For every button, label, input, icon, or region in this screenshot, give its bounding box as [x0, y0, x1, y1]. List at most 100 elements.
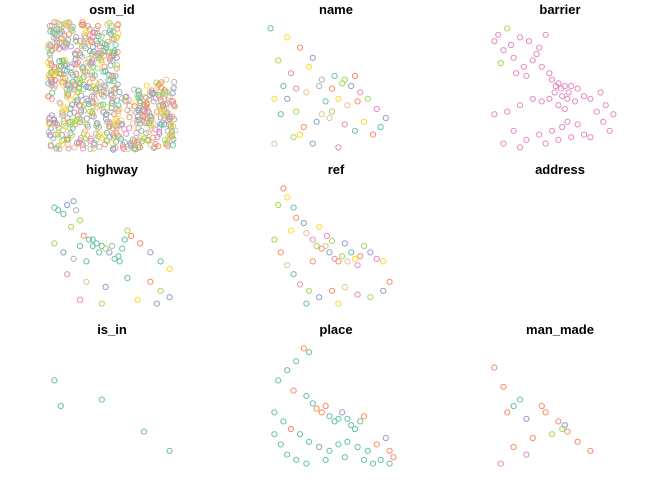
panel-ref: ref [271, 162, 393, 307]
point [574, 121, 581, 128]
point [538, 98, 545, 105]
point [303, 300, 310, 307]
point [360, 413, 368, 420]
point [305, 438, 313, 445]
point [344, 102, 351, 109]
point [557, 85, 565, 92]
point [79, 19, 86, 26]
point [58, 28, 65, 35]
point [54, 19, 61, 26]
point [296, 281, 304, 288]
point [63, 93, 70, 100]
point [377, 456, 384, 463]
point [309, 400, 316, 407]
point [92, 98, 99, 105]
point [491, 364, 498, 371]
point [46, 62, 53, 69]
point [69, 132, 76, 139]
point [106, 122, 113, 130]
point [500, 383, 507, 390]
point [73, 34, 80, 41]
point [108, 92, 115, 99]
point [561, 422, 568, 429]
point [296, 44, 304, 51]
point [81, 101, 88, 108]
point [65, 141, 72, 148]
point [316, 443, 323, 451]
point [67, 223, 75, 230]
point [555, 418, 562, 425]
point [140, 136, 147, 143]
point [111, 255, 118, 262]
point [335, 415, 342, 422]
point [116, 89, 123, 96]
point [161, 110, 169, 117]
point [87, 145, 94, 153]
point [290, 134, 297, 141]
point [339, 409, 346, 416]
point [510, 402, 517, 410]
point [161, 95, 168, 102]
point [150, 134, 157, 141]
point [78, 53, 86, 60]
point [335, 441, 342, 448]
point [293, 214, 300, 221]
point [46, 40, 54, 47]
point [548, 127, 556, 134]
point [380, 258, 387, 265]
point [54, 130, 61, 137]
point [118, 121, 125, 129]
point [73, 207, 80, 214]
point [580, 131, 588, 138]
point [322, 98, 329, 105]
point [322, 242, 329, 250]
point [542, 31, 549, 38]
point [163, 102, 170, 109]
point [166, 447, 173, 454]
point [275, 377, 282, 384]
point [67, 130, 74, 137]
point [523, 451, 530, 458]
point [83, 72, 90, 79]
point [529, 434, 536, 442]
point [82, 120, 89, 127]
point [62, 39, 69, 46]
point [84, 121, 91, 128]
point [102, 245, 109, 252]
point [62, 75, 69, 82]
point [145, 138, 152, 145]
point [305, 63, 313, 70]
point [74, 88, 81, 95]
point [80, 67, 87, 74]
point [136, 88, 143, 95]
point [284, 95, 291, 102]
point [275, 201, 282, 209]
point [124, 227, 131, 234]
point [602, 102, 609, 109]
point [109, 75, 116, 82]
point [559, 93, 566, 100]
panel-title: is_in [97, 322, 127, 337]
point [83, 95, 90, 102]
point [335, 300, 342, 307]
point [318, 409, 325, 416]
point [555, 136, 562, 143]
point [157, 114, 164, 121]
point [341, 240, 348, 247]
point [46, 121, 53, 129]
point [309, 258, 316, 265]
point [152, 95, 159, 102]
point [51, 19, 58, 26]
point [316, 82, 323, 90]
point [85, 59, 92, 66]
point [50, 135, 57, 142]
point [46, 119, 53, 126]
point [60, 120, 68, 127]
point [71, 144, 78, 151]
point [95, 32, 102, 40]
point [50, 116, 58, 123]
panel-title: osm_id [89, 2, 135, 17]
point [78, 42, 85, 50]
panel-title: ref [328, 162, 345, 177]
point [135, 124, 142, 131]
